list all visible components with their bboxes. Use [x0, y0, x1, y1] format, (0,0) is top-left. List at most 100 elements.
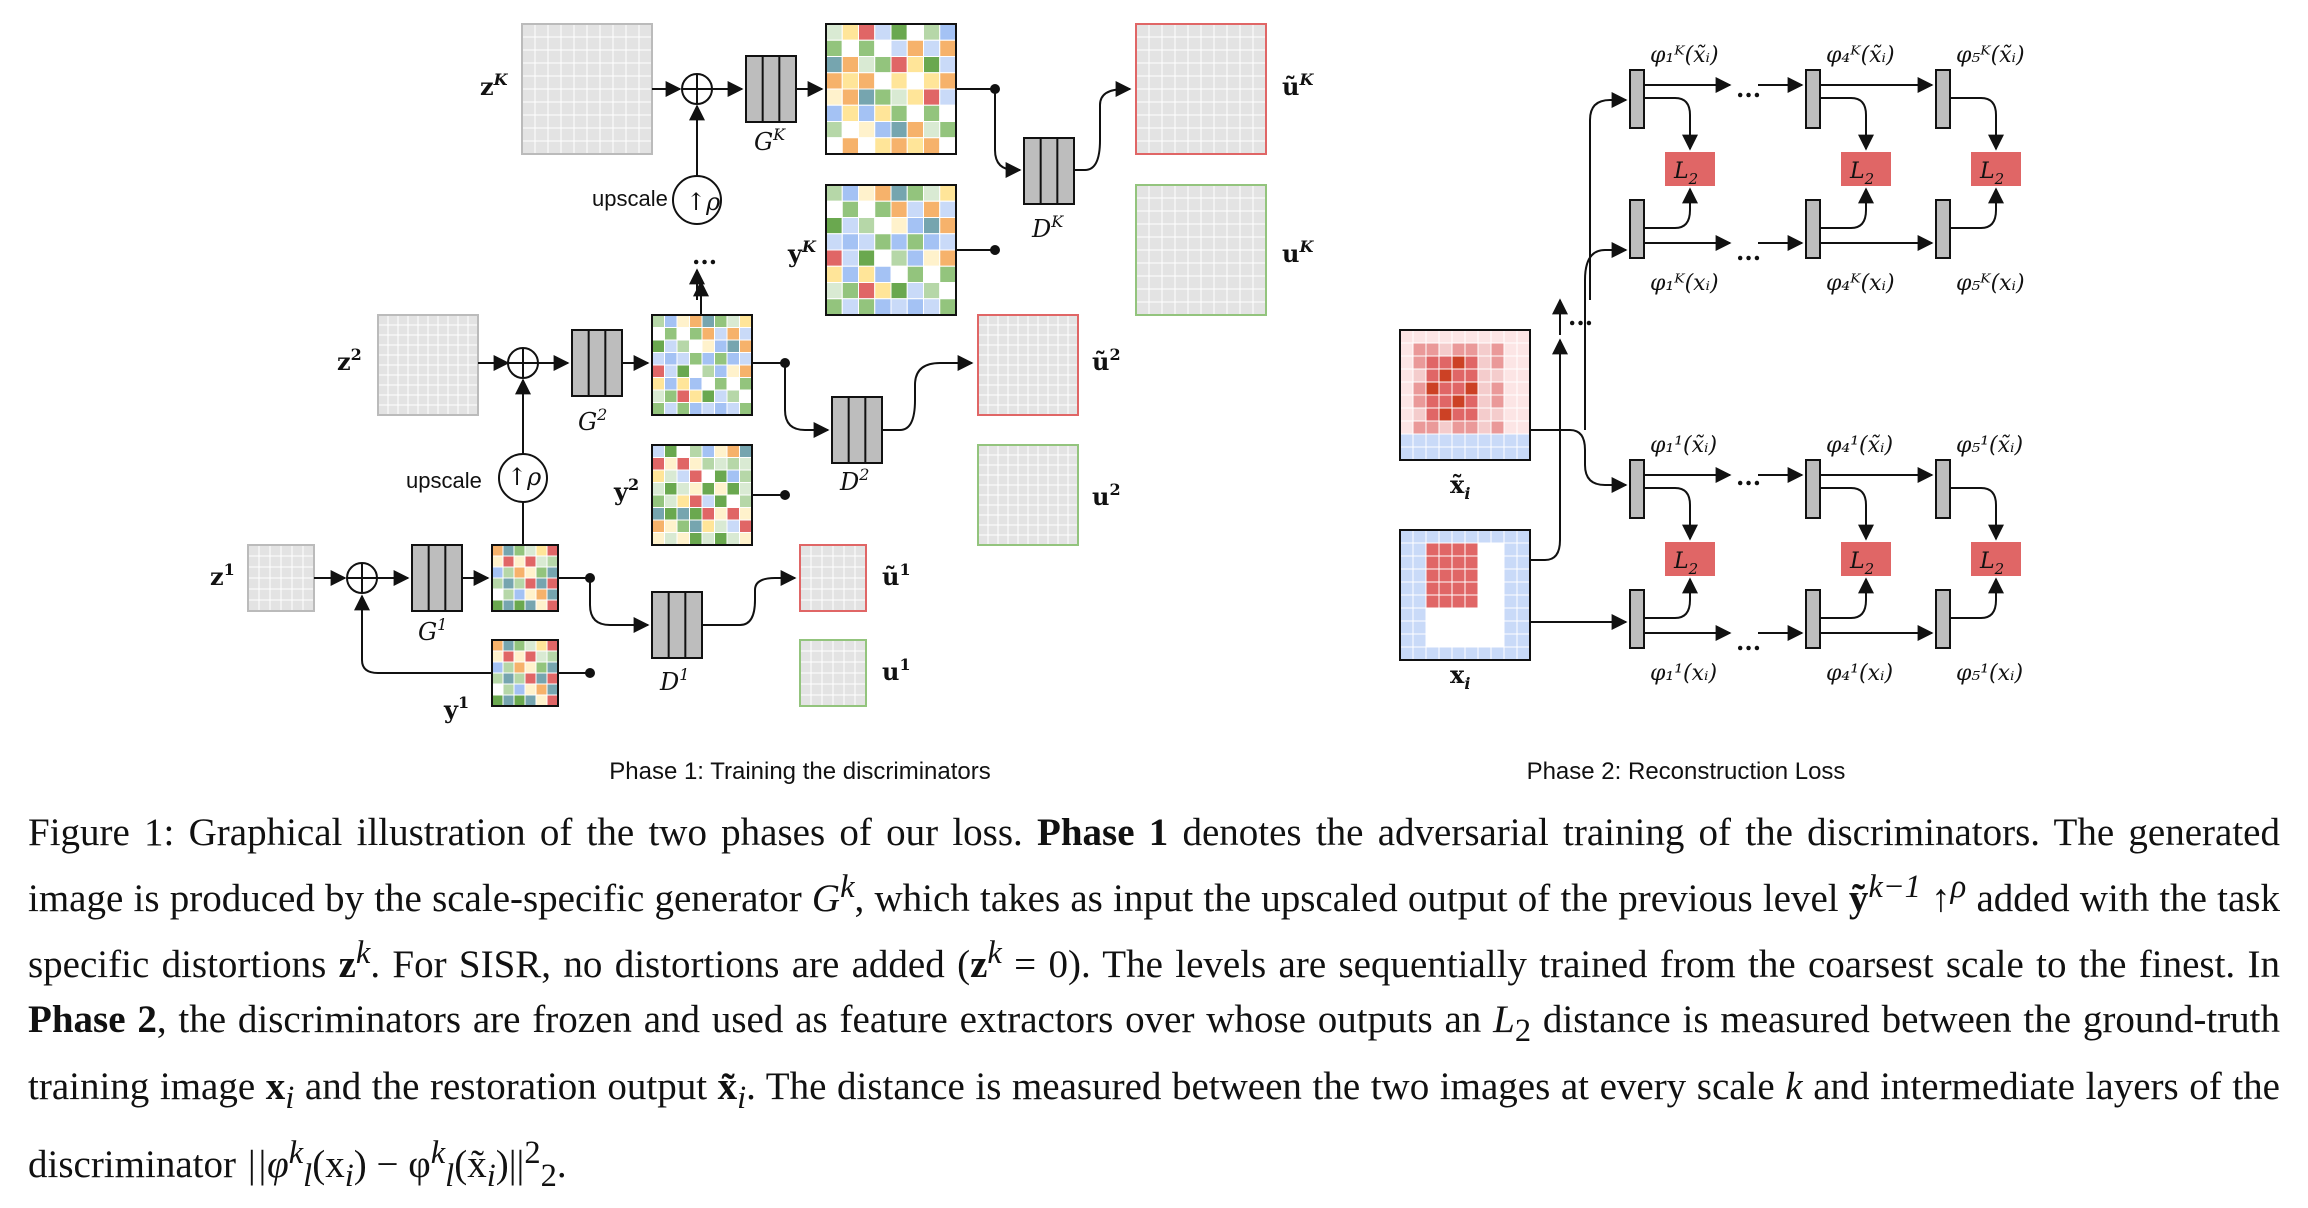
z2-noise-grid-cell — [427, 404, 439, 416]
junction-dot — [780, 490, 790, 500]
u1-grid-cell — [799, 650, 812, 663]
u1-grid-cell — [854, 650, 867, 663]
phiK4-x: φ₄ᴷ(xᵢ) — [1826, 271, 1895, 296]
z1-noise-grid-cell — [247, 599, 260, 612]
u2-grid-cell — [1027, 504, 1039, 516]
u2-grid-cell — [1017, 464, 1029, 476]
uK-grid-cell — [1161, 197, 1176, 212]
yK-grid-cell — [874, 217, 892, 235]
yK-tilde-grid-cell — [890, 72, 908, 90]
utK-grid-cell — [1135, 75, 1150, 90]
z2-noise-grid-cell — [397, 334, 409, 346]
zK-noise-grid-cell — [625, 127, 640, 142]
x-tilde-grid-cell — [1425, 381, 1440, 396]
row1-to-loss-up-1 — [1820, 487, 1874, 541]
uK-grid-cell — [1135, 301, 1150, 316]
y2-grid-cell — [689, 469, 703, 483]
u1-grid-cell — [843, 672, 856, 685]
z2-noise-grid-cell — [447, 374, 459, 386]
x-grid-cell — [1516, 555, 1531, 570]
y2-grid-cell — [651, 469, 665, 483]
u1-grid-cell — [843, 661, 856, 674]
uK-grid-cell — [1239, 197, 1254, 212]
u2-grid-cell — [1007, 504, 1019, 516]
utK-grid-cell — [1200, 36, 1215, 51]
phase1-caption: Phase 1: Training the discriminators — [609, 758, 991, 785]
zK-noise-grid-cell — [612, 75, 627, 90]
u1-grid-cell — [854, 683, 867, 696]
ut2-grid-cell — [1037, 404, 1049, 416]
utK-grid-cell — [1239, 23, 1254, 38]
uK-grid-cell — [1148, 262, 1163, 277]
zK-noise-grid-cell — [560, 114, 575, 129]
zK-noise-grid-cell — [599, 127, 614, 142]
ut1-grid-cell — [832, 566, 845, 579]
u2-grid-cell — [1057, 454, 1069, 466]
x-grid-cell — [1503, 581, 1518, 596]
x-tilde-grid-cell — [1438, 355, 1453, 370]
y1-tilde-grid-cell — [502, 544, 515, 557]
y2-grid-cell — [651, 457, 665, 471]
y2-grid-cell — [726, 494, 740, 508]
y2-tilde-grid-cell — [726, 352, 740, 366]
u2-grid-cell — [1027, 474, 1039, 486]
y2-grid-cell — [701, 482, 715, 496]
ut2-grid-cell — [1007, 334, 1019, 346]
y2-tilde-grid-cell — [664, 339, 678, 353]
ut2-grid-cell — [1047, 334, 1059, 346]
y2-grid-cell — [689, 507, 703, 521]
x-grid-cell — [1464, 581, 1479, 596]
x-grid-cell — [1464, 620, 1479, 635]
u2-grid-cell — [1057, 534, 1069, 546]
x-tilde-grid-cell — [1412, 368, 1427, 383]
zK-noise-grid-cell — [586, 75, 601, 90]
u2-grid-cell — [1067, 444, 1079, 456]
x-grid-cell — [1477, 542, 1492, 557]
y2-grid-cell — [664, 532, 678, 546]
x-grid-cell — [1477, 633, 1492, 648]
uK-grid-cell — [1135, 210, 1150, 225]
utK-grid-cell — [1148, 62, 1163, 77]
zK-noise-grid-cell — [638, 62, 653, 77]
yK-grid-cell — [939, 282, 957, 300]
x-grid-cell — [1464, 607, 1479, 622]
yK-tilde-grid-cell — [890, 56, 908, 74]
x-tilde-grid-cell — [1516, 355, 1531, 370]
row1-to-loss-dn-2 — [1950, 577, 2004, 619]
ut1-grid — [799, 544, 867, 612]
y1-tilde-grid-cell — [491, 588, 504, 601]
utK-grid-cell — [1161, 62, 1176, 77]
x-tilde-grid-cell — [1451, 407, 1466, 422]
zK-noise-grid-cell — [638, 49, 653, 64]
zK-noise-grid-cell — [599, 88, 614, 103]
loss-labels: L2 L2 L2 L2 L2 L2 — [1673, 159, 2004, 578]
x-grid-cell — [1464, 568, 1479, 583]
u2-grid-cell — [1047, 534, 1059, 546]
y1-grid-cell — [524, 672, 537, 685]
y1-grid-cell — [491, 694, 504, 707]
u1-grid-cell — [799, 639, 812, 652]
z1-noise-grid-cell — [302, 555, 315, 568]
x-grid-cell — [1503, 620, 1518, 635]
u1-grid-cell — [821, 672, 834, 685]
generator-G2 — [571, 329, 623, 397]
zK-noise-grid-cell — [547, 23, 562, 38]
u2-grid-cell — [1037, 454, 1049, 466]
y1-grid-cell — [502, 661, 515, 674]
x-tilde-grid-cell — [1399, 329, 1414, 344]
y1-tilde-grid-cell — [535, 599, 548, 612]
y1-tilde-grid-cell — [513, 599, 526, 612]
uK-grid-cell — [1148, 275, 1163, 290]
y2-grid-cell — [714, 482, 728, 496]
z1-noise-grid-cell — [258, 577, 271, 590]
uK-grid-cell — [1213, 184, 1228, 199]
u2-grid-cell — [977, 504, 989, 516]
z2-noise-grid-cell — [447, 394, 459, 406]
phase2-ellipsis: ... — [1568, 302, 1593, 331]
x-grid-cell — [1477, 594, 1492, 609]
ut2-grid-cell — [1037, 354, 1049, 366]
x-tilde-grid-cell — [1399, 433, 1414, 448]
uK-grid-cell — [1226, 288, 1241, 303]
uK-grid-cell — [1174, 236, 1189, 251]
z2-noise-grid-cell — [457, 384, 469, 396]
